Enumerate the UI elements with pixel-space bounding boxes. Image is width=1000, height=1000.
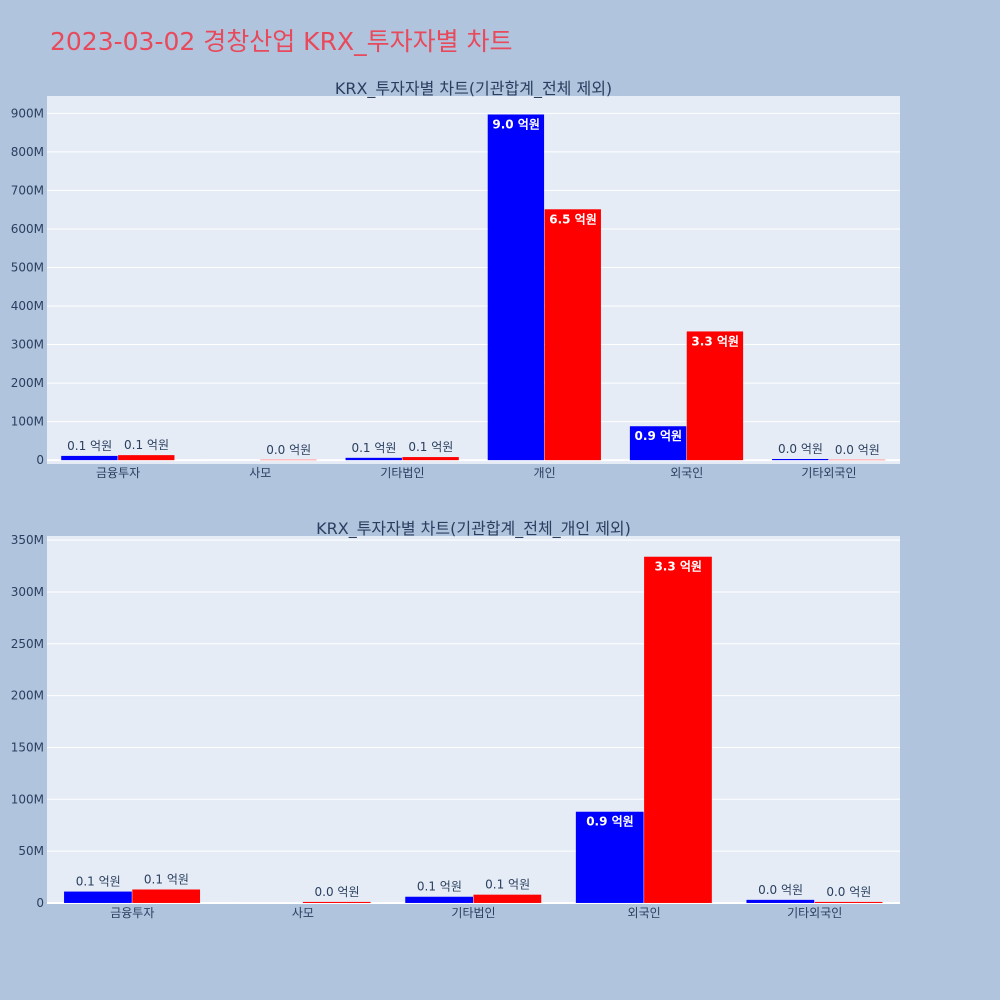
bar <box>473 894 542 903</box>
y-tick-label: 0 <box>36 453 44 467</box>
chart-1: KRX_투자자별 차트(기관합계_전체 제외) 0 100M 200M 300M 400M… <box>11 79 900 480</box>
bar <box>772 458 829 461</box>
data-label: 0.1 억원 <box>485 878 530 892</box>
bar <box>132 889 201 903</box>
bar <box>405 896 473 903</box>
bar <box>644 556 712 903</box>
data-label: 0.0 억원 <box>315 885 360 899</box>
x-tick-label: 기타외국인 <box>787 906 842 920</box>
y-tick-label: 300M <box>11 585 44 599</box>
y-tick-label: 400M <box>11 299 44 313</box>
bar <box>345 457 402 461</box>
data-label: 3.3 억원 <box>691 334 739 348</box>
y-tick-label: 250M <box>11 637 44 651</box>
bar <box>64 891 132 903</box>
bar <box>544 209 601 461</box>
x-tick-label: 금융투자 <box>96 466 140 480</box>
x-tick-label: 개인 <box>534 466 556 480</box>
data-label: 0.1 억원 <box>351 441 396 455</box>
y-tick-label: 200M <box>11 689 44 703</box>
x-tick-label: 사모 <box>249 466 271 480</box>
bar <box>686 331 744 461</box>
y-tick-label: 500M <box>11 260 44 274</box>
y-tick-label: 50M <box>18 844 44 858</box>
data-label: 0.0 억원 <box>758 883 803 897</box>
y-tick-label: 350M <box>11 533 44 547</box>
x-tick-label: 기타외국인 <box>801 466 856 480</box>
y-tick-label: 0 <box>36 896 44 910</box>
y-tick-label: 200M <box>11 376 44 390</box>
bar <box>487 114 545 461</box>
plot-area <box>47 536 900 904</box>
bar <box>302 901 371 903</box>
data-label: 0.1 억원 <box>408 440 453 454</box>
x-tick-label: 기타법인 <box>380 466 424 480</box>
bar <box>61 455 118 461</box>
y-tick-label: 800M <box>11 145 44 159</box>
data-label: 0.9 억원 <box>635 429 683 443</box>
bar <box>814 901 883 903</box>
x-tick-label: 외국인 <box>670 466 703 480</box>
bar <box>118 455 175 461</box>
bar <box>575 811 644 903</box>
data-label: 3.3 억원 <box>654 560 702 574</box>
data-label: 0.0 억원 <box>835 443 880 457</box>
data-label: 0.0 억원 <box>778 442 823 456</box>
bar <box>746 899 815 903</box>
bar <box>629 426 687 461</box>
data-label: 0.0 억원 <box>266 443 311 457</box>
data-label: 0.1 억원 <box>417 880 462 894</box>
data-label: 9.0 억원 <box>492 117 540 131</box>
y-tick-label: 700M <box>11 183 44 197</box>
bar <box>402 457 459 461</box>
y-tick-label: 600M <box>11 222 44 236</box>
x-tick-label: 기타법인 <box>451 906 495 920</box>
page-title: 2023-03-02 경창산업 KRX_투자자별 차트 <box>50 27 513 56</box>
data-label: 0.1 억원 <box>67 439 112 453</box>
y-tick-label: 150M <box>11 740 44 754</box>
data-label: 0.1 억원 <box>76 875 121 889</box>
data-label: 6.5 억원 <box>549 212 597 226</box>
chart-title: KRX_투자자별 차트(기관합계_전체_개인 제외) <box>316 519 631 539</box>
x-tick-label: 금융투자 <box>110 906 154 920</box>
y-tick-label: 900M <box>11 106 44 120</box>
data-label: 0.1 억원 <box>144 872 189 886</box>
data-label: 0.9 억원 <box>586 815 634 829</box>
x-tick-label: 사모 <box>292 906 314 920</box>
y-tick-label: 100M <box>11 415 44 429</box>
chart-title: KRX_투자자별 차트(기관합계_전체 제외) <box>335 79 612 99</box>
plot-area <box>47 96 900 464</box>
data-label: 0.0 억원 <box>826 885 871 899</box>
y-tick-label: 100M <box>11 792 44 806</box>
y-tick-label: 300M <box>11 338 44 352</box>
data-label: 0.1 억원 <box>124 438 169 452</box>
x-tick-label: 외국인 <box>628 906 661 920</box>
